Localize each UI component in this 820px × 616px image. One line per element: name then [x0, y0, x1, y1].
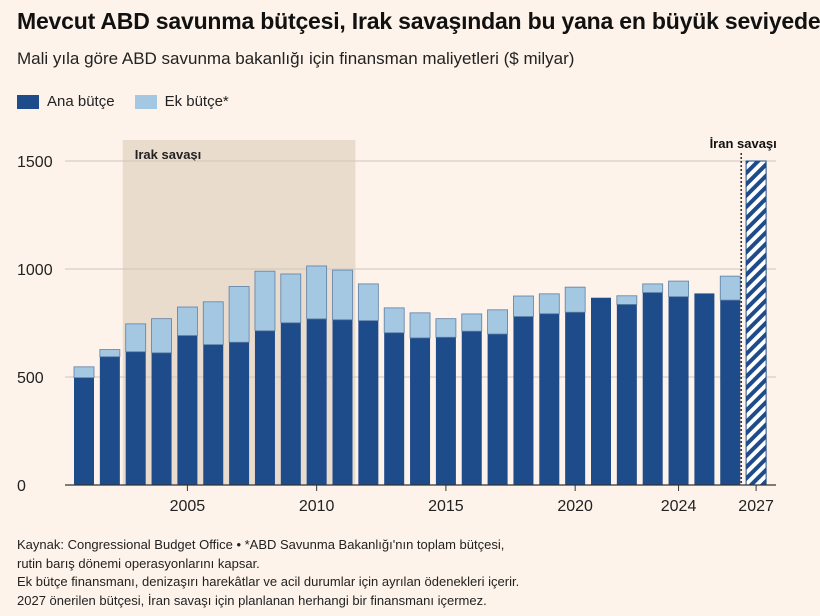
bar-base-2009	[280, 322, 301, 485]
legend-label-supplemental: Ek bütçe*	[164, 93, 229, 110]
bar-supplemental-2017	[487, 309, 509, 335]
bar-base-2019	[539, 313, 560, 485]
legend-swatch-supplemental	[134, 94, 157, 109]
y-tick-label-1000: 1000	[17, 262, 53, 279]
x-tick-label-2005: 2005	[170, 498, 206, 515]
bar-base-2015	[435, 337, 456, 485]
bar-supplemental-2007	[228, 286, 250, 343]
footnote-line-4: 2027 önerilen bütçesi, İran savaşı için …	[17, 592, 487, 608]
y-tick-label-0: 0	[17, 478, 26, 495]
bar-supplemental-2016	[461, 313, 483, 332]
iran-war-label: İran savaşı	[710, 136, 777, 151]
legend-swatch-base	[17, 94, 39, 109]
x-tick-label-2015: 2015	[428, 498, 464, 515]
bar-supplemental-2006	[202, 301, 224, 346]
bar-base-2003	[125, 351, 146, 485]
bar-base-2018	[513, 316, 534, 485]
bar-base-2008	[254, 330, 275, 485]
bar-supplemental-2023	[642, 283, 664, 293]
chart-subtitle: Mali yıla göre ABD savunma bakanlığı içi…	[17, 49, 575, 68]
bar-supplemental-2015	[435, 318, 457, 338]
chart-title: Mevcut ABD savunma bütçesi, Irak savaşın…	[17, 8, 820, 34]
bar-base-2011	[332, 319, 353, 485]
bar-base-2020	[565, 312, 586, 485]
legend-item-supplemental: Ek bütçe*	[134, 93, 229, 110]
bar-supplemental-2018	[513, 295, 534, 317]
bar-base-2016	[461, 331, 482, 485]
x-tick-label-2024: 2024	[661, 498, 697, 515]
bar-base-2006	[203, 344, 224, 485]
legend: Ana bütçe Ek bütçe*	[17, 93, 249, 110]
footnote: Kaynak: Congressional Budget Office • *A…	[17, 536, 519, 610]
bar-base-2007	[229, 342, 250, 485]
bar-base-2027	[745, 160, 767, 486]
y-tick-label-1500: 1500	[17, 154, 53, 171]
bar-base-2013	[384, 332, 405, 485]
bar-base-2004	[151, 352, 172, 485]
bar-supplemental-2009	[280, 273, 302, 324]
bar-supplemental-2010	[306, 265, 328, 320]
bar-base-2014	[410, 337, 431, 485]
footnote-line-1: Kaynak: Congressional Budget Office • *A…	[17, 537, 505, 552]
bar-supplemental-2024	[668, 280, 689, 298]
bar-base-2001	[74, 377, 94, 485]
bar-supplemental-2026	[719, 275, 741, 301]
bar-base-2005	[177, 335, 198, 485]
bar-base-2012	[358, 320, 379, 485]
bar-supplemental-2011	[332, 269, 353, 321]
legend-label-base: Ana bütçe	[47, 93, 115, 110]
bar-supplemental-2012	[357, 283, 379, 322]
bar-supplemental-2022	[616, 295, 638, 305]
bar-supplemental-2003	[125, 323, 147, 353]
bar-supplemental-2002	[99, 349, 121, 358]
bar-supplemental-2019	[538, 293, 560, 315]
bar-base-2002	[99, 356, 120, 485]
bar-supplemental-2020	[564, 286, 586, 313]
stacked-bar-chart: Irak savaşı 0 500 1000 1500 İran savaşı 2005 20…	[17, 136, 777, 515]
footnote-line-3: Ek bütçe finansmanı, denizaşırı harekâtl…	[17, 574, 520, 589]
bar-base-2017	[487, 334, 508, 485]
x-tick-label-2020: 2020	[557, 498, 593, 515]
bar-supplemental-2013	[383, 307, 405, 334]
y-tick-label-500: 500	[17, 370, 44, 387]
bar-supplemental-2014	[409, 312, 431, 339]
bar-base-2025	[694, 293, 715, 485]
bar-supplemental-2001	[73, 366, 95, 379]
bar-base-2022	[616, 304, 637, 485]
bar-base-2026	[720, 300, 741, 485]
bar-base-2010	[306, 318, 327, 485]
x-tick-label-2010: 2010	[299, 498, 335, 515]
bar-supplemental-2005	[176, 306, 198, 336]
x-tick-label-2027: 2027	[738, 498, 774, 515]
bar-base-2023	[642, 292, 663, 485]
bar-supplemental-2008	[254, 270, 276, 332]
footnote-line-2: rutin barış dönemi operasyonlarını kapsa…	[17, 555, 260, 571]
iraq-war-label: Irak savaşı	[135, 147, 202, 162]
bar-supplemental-2004	[151, 318, 172, 354]
bar-base-2024	[668, 296, 689, 485]
bar-base-2021	[591, 297, 611, 485]
legend-item-base: Ana bütçe	[17, 93, 115, 110]
